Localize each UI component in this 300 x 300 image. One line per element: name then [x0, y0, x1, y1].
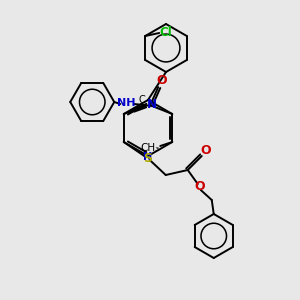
- Text: CH₃: CH₃: [141, 143, 160, 153]
- Text: N: N: [143, 152, 153, 162]
- Text: C: C: [138, 95, 145, 105]
- Text: S: S: [143, 152, 152, 164]
- Text: N: N: [147, 98, 157, 112]
- Text: O: O: [200, 145, 211, 158]
- Text: Cl: Cl: [160, 26, 172, 38]
- Text: O: O: [156, 74, 166, 88]
- Text: O: O: [194, 181, 205, 194]
- Text: NH: NH: [117, 98, 136, 108]
